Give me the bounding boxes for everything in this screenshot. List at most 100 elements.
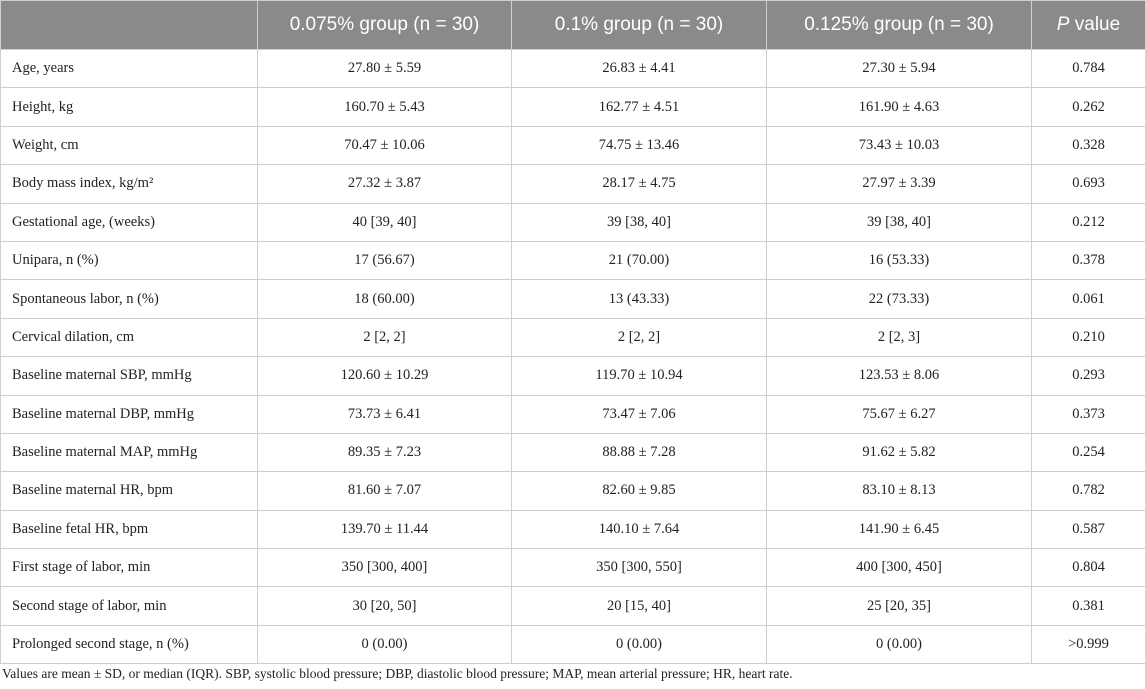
table-row: Baseline maternal SBP, mmHg 120.60 ± 10.2… bbox=[0, 356, 1145, 396]
header-p-value: P value bbox=[1031, 0, 1145, 50]
cell-p-value: 0.693 bbox=[1031, 164, 1145, 204]
row-label: Baseline fetal HR, bpm bbox=[0, 509, 258, 550]
cell-group-01: 28.17 ± 4.75 bbox=[511, 164, 767, 204]
cell-group-01: 119.70 ± 10.94 bbox=[511, 356, 767, 396]
cell-group-0125: 123.53 ± 8.06 bbox=[766, 356, 1032, 396]
cell-group-01: 74.75 ± 13.46 bbox=[511, 125, 767, 166]
cell-group-01: 26.83 ± 4.41 bbox=[511, 48, 767, 89]
table-row: Baseline fetal HR, bpm 139.70 ± 11.44 140.… bbox=[0, 509, 1145, 550]
row-label: Cervical dilation, cm bbox=[0, 317, 258, 358]
header-variable bbox=[0, 0, 258, 50]
data-table: 0.075% group (n = 30) 0.1% group (n = 30… bbox=[0, 0, 1145, 665]
cell-group-01: 82.60 ± 9.85 bbox=[511, 471, 767, 511]
cell-group-0075: 160.70 ± 5.43 bbox=[257, 87, 512, 127]
cell-group-0125: 16 (53.33) bbox=[766, 240, 1032, 281]
cell-group-0075: 40 [39, 40] bbox=[257, 202, 512, 242]
cell-group-0075: 30 [20, 50] bbox=[257, 586, 512, 626]
header-p-italic: P bbox=[1056, 14, 1070, 35]
header-group-0075: 0.075% group (n = 30) bbox=[257, 0, 512, 50]
row-label: Baseline maternal HR, bpm bbox=[0, 471, 258, 511]
cell-p-value: 0.804 bbox=[1031, 548, 1145, 588]
cell-group-01: 21 (70.00) bbox=[511, 240, 767, 281]
cell-p-value: 0.587 bbox=[1031, 509, 1145, 550]
row-label: Age, years bbox=[0, 48, 258, 89]
row-label: Unipara, n (%) bbox=[0, 240, 258, 281]
cell-group-0075: 120.60 ± 10.29 bbox=[257, 356, 512, 396]
header-row: 0.075% group (n = 30) 0.1% group (n = 30… bbox=[0, 0, 1145, 50]
cell-group-0075: 0 (0.00) bbox=[257, 624, 512, 665]
cell-p-value: 0.061 bbox=[1031, 279, 1145, 319]
cell-p-value: 0.381 bbox=[1031, 586, 1145, 626]
cell-group-0075: 89.35 ± 7.23 bbox=[257, 432, 512, 473]
cell-group-0125: 39 [38, 40] bbox=[766, 202, 1032, 242]
cell-group-0075: 81.60 ± 7.07 bbox=[257, 471, 512, 511]
cell-group-0125: 141.90 ± 6.45 bbox=[766, 509, 1032, 550]
cell-group-0075: 17 (56.67) bbox=[257, 240, 512, 281]
header-p-rest: value bbox=[1069, 14, 1121, 35]
row-label: Gestational age, (weeks) bbox=[0, 202, 258, 242]
cell-p-value: 0.782 bbox=[1031, 471, 1145, 511]
cell-group-01: 73.47 ± 7.06 bbox=[511, 394, 767, 434]
cell-group-01: 39 [38, 40] bbox=[511, 202, 767, 242]
cell-group-0125: 25 [20, 35] bbox=[766, 586, 1032, 626]
cell-group-0075: 2 [2, 2] bbox=[257, 317, 512, 358]
row-label: Second stage of labor, min bbox=[0, 586, 258, 626]
cell-p-value: 0.784 bbox=[1031, 48, 1145, 89]
table-row: Body mass index, kg/m² 27.32 ± 3.87 28.17 … bbox=[0, 164, 1145, 204]
table-row: Baseline maternal MAP, mmHg 89.35 ± 7.23 8… bbox=[0, 432, 1145, 473]
cell-group-0125: 83.10 ± 8.13 bbox=[766, 471, 1032, 511]
cell-group-0125: 27.97 ± 3.39 bbox=[766, 164, 1032, 204]
table-footnote: Values are mean ± SD, or median (IQR). S… bbox=[2, 666, 793, 681]
cell-group-0125: 161.90 ± 4.63 bbox=[766, 87, 1032, 127]
cell-group-01: 0 (0.00) bbox=[511, 624, 767, 665]
cell-group-0075: 73.73 ± 6.41 bbox=[257, 394, 512, 434]
cell-group-0125: 27.30 ± 5.94 bbox=[766, 48, 1032, 89]
table-row: Baseline maternal DBP, mmHg 73.73 ± 6.41 7… bbox=[0, 394, 1145, 434]
table-row: Cervical dilation, cm 2 [2, 2] 2 [2, 2] 2 [… bbox=[0, 317, 1145, 358]
row-label: Prolonged second stage, n (%) bbox=[0, 624, 258, 665]
cell-group-0075: 139.70 ± 11.44 bbox=[257, 509, 512, 550]
table-row: Baseline maternal HR, bpm 81.60 ± 7.07 82.… bbox=[0, 471, 1145, 511]
cell-group-0075: 18 (60.00) bbox=[257, 279, 512, 319]
cell-p-value: 0.212 bbox=[1031, 202, 1145, 242]
row-label: Baseline maternal DBP, mmHg bbox=[0, 394, 258, 434]
table-row: Gestational age, (weeks) 40 [39, 40] 39 [3… bbox=[0, 202, 1145, 242]
cell-group-0125: 2 [2, 3] bbox=[766, 317, 1032, 358]
table-body: Age, years 27.80 ± 5.59 26.83 ± 4.41 27.30 … bbox=[0, 48, 1145, 665]
cell-p-value: 0.254 bbox=[1031, 432, 1145, 473]
header-group-0125: 0.125% group (n = 30) bbox=[766, 0, 1032, 50]
row-label: First stage of labor, min bbox=[0, 548, 258, 588]
cell-group-0125: 22 (73.33) bbox=[766, 279, 1032, 319]
cell-group-01: 140.10 ± 7.64 bbox=[511, 509, 767, 550]
cell-group-0075: 27.80 ± 5.59 bbox=[257, 48, 512, 89]
cell-group-0075: 27.32 ± 3.87 bbox=[257, 164, 512, 204]
row-label: Baseline maternal MAP, mmHg bbox=[0, 432, 258, 473]
table-row: Height, kg 160.70 ± 5.43 162.77 ± 4.51 161.… bbox=[0, 87, 1145, 127]
cell-group-0075: 70.47 ± 10.06 bbox=[257, 125, 512, 166]
table-row: First stage of labor, min 350 [300, 400] 3… bbox=[0, 548, 1145, 588]
cell-p-value: 0.378 bbox=[1031, 240, 1145, 281]
cell-group-0075: 350 [300, 400] bbox=[257, 548, 512, 588]
cell-group-01: 88.88 ± 7.28 bbox=[511, 432, 767, 473]
row-label: Weight, cm bbox=[0, 125, 258, 166]
row-label: Spontaneous labor, n (%) bbox=[0, 279, 258, 319]
row-label: Baseline maternal SBP, mmHg bbox=[0, 356, 258, 396]
table-row: Unipara, n (%) 17 (56.67) 21 (70.00) 16 (53… bbox=[0, 240, 1145, 281]
cell-group-01: 2 [2, 2] bbox=[511, 317, 767, 358]
table-row: Second stage of labor, min 30 [20, 50] 20 … bbox=[0, 586, 1145, 626]
cell-p-value: 0.373 bbox=[1031, 394, 1145, 434]
cell-p-value: 0.293 bbox=[1031, 356, 1145, 396]
cell-group-0125: 400 [300, 450] bbox=[766, 548, 1032, 588]
cell-p-value: 0.210 bbox=[1031, 317, 1145, 358]
cell-group-01: 20 [15, 40] bbox=[511, 586, 767, 626]
table-row: Prolonged second stage, n (%) 0 (0.00) 0 (… bbox=[0, 624, 1145, 665]
cell-group-0125: 73.43 ± 10.03 bbox=[766, 125, 1032, 166]
cell-group-0125: 0 (0.00) bbox=[766, 624, 1032, 665]
cell-p-value: 0.328 bbox=[1031, 125, 1145, 166]
cell-group-0125: 91.62 ± 5.82 bbox=[766, 432, 1032, 473]
row-label: Height, kg bbox=[0, 87, 258, 127]
cell-group-01: 13 (43.33) bbox=[511, 279, 767, 319]
cell-p-value: 0.262 bbox=[1031, 87, 1145, 127]
table-row: Weight, cm 70.47 ± 10.06 74.75 ± 13.46 73.4… bbox=[0, 125, 1145, 166]
